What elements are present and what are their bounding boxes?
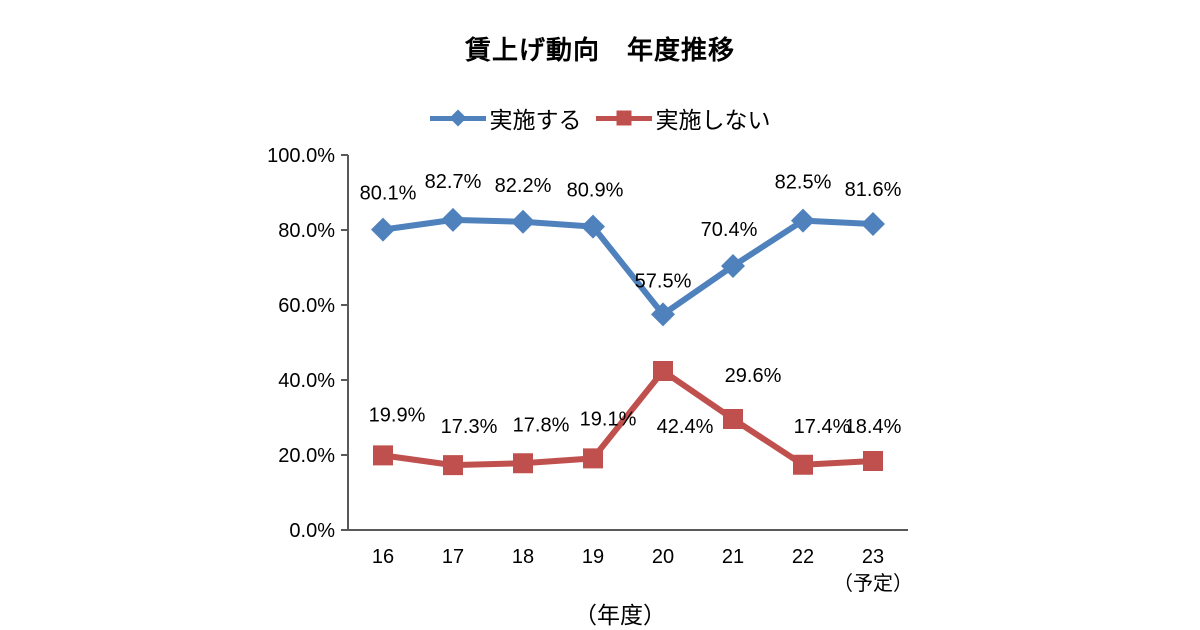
data-label: 82.7% [425, 171, 482, 193]
legend-label: 実施しない [655, 107, 771, 133]
legend-line-swatch [429, 109, 486, 127]
y-tick-label: 100.0% [267, 145, 335, 167]
y-tick-label: 80.0% [278, 220, 335, 242]
x-tick-label: 16 [372, 546, 394, 568]
x-axis-title: （年度） [574, 602, 666, 628]
diamond-marker [721, 254, 745, 278]
x-tick-label: 22 [792, 546, 814, 568]
data-label: 80.1% [360, 183, 417, 205]
x-tick-note: （予定） [833, 572, 913, 595]
square-marker [723, 409, 743, 429]
series-line-実施しない [380, 368, 876, 469]
diamond-marker [511, 209, 535, 234]
y-tick-label: 0.0% [289, 520, 335, 542]
chart-title: 賃上げ動向 年度推移 [464, 35, 735, 65]
series-line-実施する [380, 216, 876, 318]
x-tick-label: 18 [512, 546, 534, 568]
square-marker [443, 455, 463, 476]
x-tick-label: 19 [582, 546, 604, 568]
square-marker [373, 445, 393, 466]
x-tick-label: 21 [722, 546, 744, 568]
data-label: 81.6% [845, 179, 902, 201]
y-tick-label: 20.0% [278, 445, 335, 467]
square-marker [793, 454, 813, 475]
legend-line-swatch [595, 110, 652, 126]
square-marker [863, 451, 883, 471]
legend: 実施する 実施しない [0, 101, 1200, 135]
y-tick-label: 60.0% [278, 295, 335, 317]
data-label: 17.3% [441, 416, 498, 438]
legend-item-diamond: 実施する [429, 101, 582, 135]
data-label: 19.9% [369, 404, 426, 426]
data-label: 82.5% [775, 172, 832, 194]
data-label: 29.6% [725, 365, 782, 387]
legend-label: 実施する [489, 107, 582, 133]
diamond-marker [861, 212, 885, 236]
x-tick-label: 17 [442, 546, 464, 568]
data-label: 17.8% [513, 414, 570, 436]
diamond-marker [651, 302, 675, 327]
data-label: 70.4% [701, 219, 758, 241]
diamond-marker [371, 217, 395, 242]
data-label: 17.4% [794, 416, 851, 438]
square-marker [583, 448, 603, 469]
diamond-marker [441, 207, 465, 232]
data-label: 18.4% [845, 416, 902, 438]
diamond-marker [581, 214, 605, 239]
data-label: 82.2% [495, 175, 552, 197]
x-tick-label: 23 [862, 546, 884, 568]
diamond-marker [791, 208, 815, 233]
square-marker [513, 453, 533, 474]
data-label: 19.1% [580, 408, 637, 430]
y-tick-label: 40.0% [278, 370, 335, 392]
legend-item-square: 実施しない [595, 101, 771, 135]
data-label: 57.5% [635, 270, 692, 292]
square-marker-icon [616, 110, 631, 126]
x-tick-label: 20 [652, 546, 674, 568]
data-label: 42.4% [657, 416, 714, 438]
square-marker [653, 361, 673, 381]
data-label: 80.9% [567, 180, 624, 202]
